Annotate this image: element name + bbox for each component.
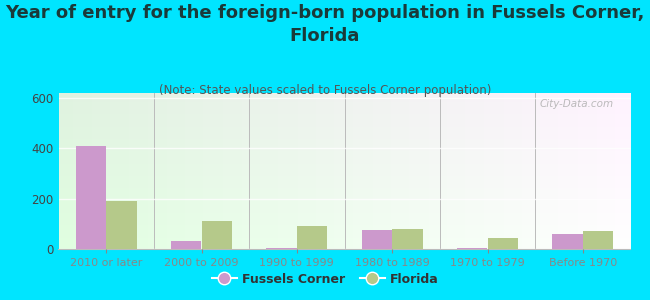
Bar [361, 230, 392, 249]
Bar [297, 226, 328, 249]
Bar [552, 234, 583, 249]
Bar [266, 248, 297, 249]
Bar [488, 238, 518, 249]
Bar [75, 146, 106, 249]
Legend: Fussels Corner, Florida: Fussels Corner, Florida [207, 268, 443, 291]
Bar [202, 221, 232, 249]
Text: Year of entry for the foreign-born population in Fussels Corner,
Florida: Year of entry for the foreign-born popul… [5, 4, 645, 45]
Text: (Note: State values scaled to Fussels Corner population): (Note: State values scaled to Fussels Co… [159, 84, 491, 97]
Bar [583, 231, 614, 249]
Bar [171, 242, 202, 249]
Text: City-Data.com: City-Data.com [540, 99, 614, 109]
Bar [392, 229, 422, 249]
Bar [457, 248, 488, 249]
Bar [106, 201, 136, 249]
